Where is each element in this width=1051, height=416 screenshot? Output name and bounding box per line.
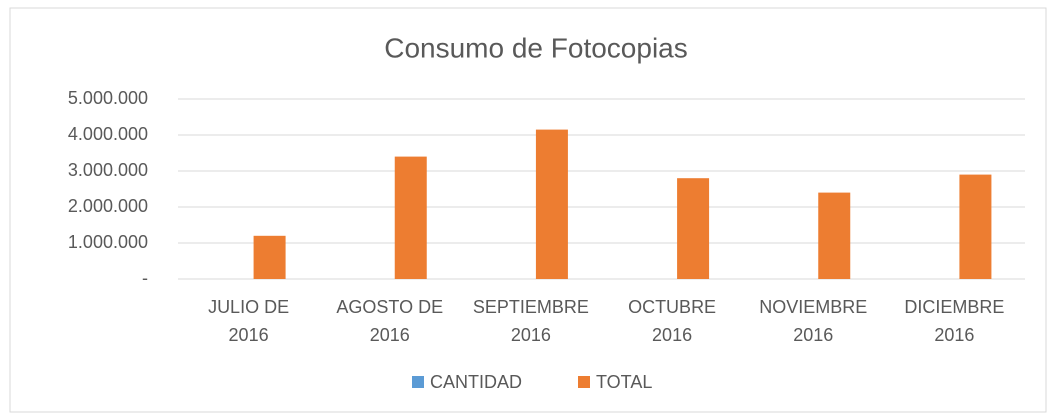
bar bbox=[394, 156, 427, 279]
x-tick-label: 2016 bbox=[511, 325, 551, 345]
bar bbox=[253, 235, 286, 279]
legend-swatch bbox=[412, 376, 424, 388]
legend-label: CANTIDAD bbox=[430, 372, 522, 392]
x-tick-label: SEPTIEMBRE bbox=[473, 297, 589, 317]
x-tick-label: 2016 bbox=[370, 325, 410, 345]
bar bbox=[677, 178, 710, 279]
x-tick-label: OCTUBRE bbox=[628, 297, 716, 317]
y-tick-label: 3.000.000 bbox=[68, 160, 148, 180]
x-tick-label: 2016 bbox=[229, 325, 269, 345]
x-tick-label: 2016 bbox=[934, 325, 974, 345]
y-tick-label: - bbox=[142, 268, 148, 288]
y-tick-label: 1.000.000 bbox=[68, 232, 148, 252]
x-tick-label: DICIEMBRE bbox=[904, 297, 1004, 317]
chart-title: Consumo de Fotocopias bbox=[384, 32, 688, 63]
y-tick-label: 2.000.000 bbox=[68, 196, 148, 216]
y-tick-label: 5.000.000 bbox=[68, 88, 148, 108]
legend-swatch bbox=[578, 376, 590, 388]
bar bbox=[535, 129, 568, 279]
x-tick-label: AGOSTO DE bbox=[336, 297, 443, 317]
bar bbox=[818, 192, 851, 279]
bar bbox=[959, 174, 992, 279]
legend-label: TOTAL bbox=[596, 372, 652, 392]
x-tick-label: JULIO DE bbox=[208, 297, 289, 317]
x-tick-label: 2016 bbox=[652, 325, 692, 345]
chart-border bbox=[9, 7, 1047, 413]
x-tick-label: 2016 bbox=[793, 325, 833, 345]
x-tick-label: NOVIEMBRE bbox=[759, 297, 867, 317]
y-tick-label: 4.000.000 bbox=[68, 124, 148, 144]
